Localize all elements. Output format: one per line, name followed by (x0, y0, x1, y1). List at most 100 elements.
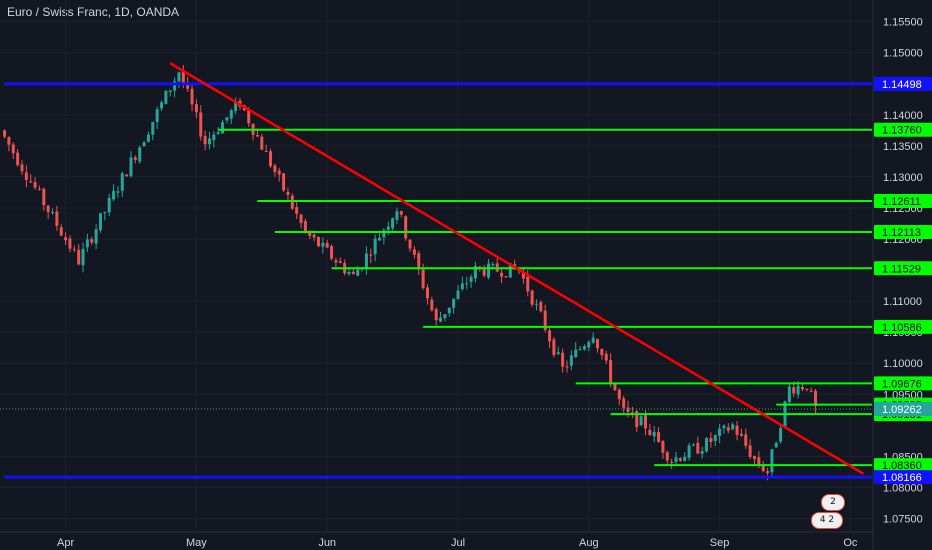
candle (705, 438, 709, 452)
candle (774, 442, 778, 448)
candle (661, 441, 665, 453)
candle (766, 471, 770, 474)
candle (255, 135, 259, 137)
level-price-label: 1.11529 (882, 263, 921, 275)
candle (526, 276, 530, 292)
candle (744, 434, 748, 446)
candle (273, 165, 277, 173)
candle (691, 444, 695, 446)
candle (194, 104, 198, 113)
level-price-tag (874, 376, 932, 391)
candle (325, 243, 329, 248)
candle (55, 211, 59, 226)
alert-badge-2[interactable]: 4 2 (811, 512, 843, 529)
candle (234, 101, 238, 112)
candle (482, 268, 486, 276)
candle (796, 385, 800, 395)
candle (787, 386, 791, 403)
x-tick-label: Jun (318, 537, 336, 549)
candle (129, 157, 133, 177)
candle (7, 136, 11, 145)
candle (739, 433, 743, 436)
candle (112, 190, 116, 200)
level-price-label: 1.14498 (882, 79, 922, 91)
candle (90, 239, 94, 243)
candle (652, 431, 656, 437)
y-tick-label: 1.15500 (883, 17, 923, 29)
candle (107, 198, 111, 213)
level-price-label: 1.10586 (882, 322, 922, 334)
candle (216, 132, 220, 134)
candle (51, 212, 55, 214)
candle (395, 211, 399, 220)
candle (282, 173, 286, 191)
candle (168, 90, 172, 92)
candle (103, 212, 107, 214)
candle (722, 425, 726, 429)
candle (761, 464, 765, 472)
candle (186, 83, 190, 89)
candle (94, 229, 98, 244)
alert-badge-1[interactable]: 2 (821, 494, 845, 511)
y-tick-label: 1.11000 (883, 296, 922, 308)
level-price-tag (874, 224, 932, 239)
candle (443, 314, 447, 318)
candle (587, 342, 591, 348)
level-price-tag (874, 458, 932, 473)
candle (308, 231, 312, 236)
level-price-label: 1.08166 (882, 472, 922, 484)
grid (0, 0, 872, 532)
candle (626, 407, 630, 412)
candle (199, 112, 203, 137)
candle (700, 451, 704, 454)
candle (120, 173, 124, 191)
candle (247, 110, 251, 124)
candle (735, 425, 739, 435)
candle (469, 277, 473, 282)
candle (321, 242, 325, 247)
candle (264, 151, 268, 153)
level-price-tag (874, 122, 932, 137)
candle (155, 109, 159, 123)
candle (351, 271, 355, 275)
candle (20, 164, 24, 172)
candle (46, 205, 50, 213)
candle (726, 427, 730, 431)
candle (805, 388, 809, 390)
candle (465, 283, 469, 285)
candle (635, 410, 639, 428)
candle (609, 360, 613, 384)
candle (582, 346, 586, 350)
candle (752, 456, 756, 459)
candle (356, 269, 360, 276)
candle (678, 458, 682, 461)
candle (574, 349, 578, 358)
candle (713, 435, 717, 441)
x-tick-label: May (186, 537, 207, 549)
candle (439, 317, 443, 322)
candle (277, 170, 281, 175)
candle (11, 144, 15, 154)
candle (391, 218, 395, 229)
candle (181, 71, 185, 84)
level-price-tag (874, 76, 932, 91)
y-tick-label: 1.15000 (883, 48, 923, 60)
candle (330, 246, 334, 259)
candle (600, 348, 604, 356)
candle (561, 352, 565, 367)
candle (85, 239, 89, 248)
candle (59, 227, 63, 236)
candle (260, 136, 264, 150)
candle (421, 269, 425, 288)
candle (404, 216, 408, 239)
candle (33, 182, 37, 188)
candle (77, 249, 81, 265)
candle (299, 214, 303, 223)
candle (543, 310, 547, 330)
candle (504, 276, 508, 278)
candle (312, 234, 316, 238)
candle (674, 457, 678, 462)
candle (657, 432, 661, 442)
